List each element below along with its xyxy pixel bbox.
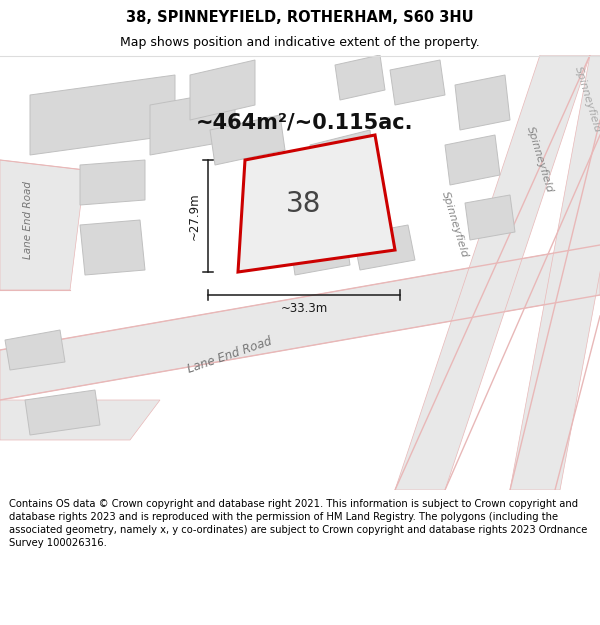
- Polygon shape: [395, 55, 590, 490]
- Polygon shape: [335, 55, 385, 100]
- Polygon shape: [5, 330, 65, 370]
- Text: 38, SPINNEYFIELD, ROTHERHAM, S60 3HU: 38, SPINNEYFIELD, ROTHERHAM, S60 3HU: [126, 10, 474, 25]
- Polygon shape: [465, 195, 515, 240]
- Polygon shape: [0, 400, 160, 440]
- Polygon shape: [0, 160, 85, 290]
- Text: Lane End Road: Lane End Road: [23, 181, 33, 259]
- Polygon shape: [353, 225, 415, 270]
- Text: 38: 38: [286, 190, 321, 218]
- Polygon shape: [25, 390, 100, 435]
- Polygon shape: [190, 60, 255, 120]
- Text: Spinneyfield: Spinneyfield: [440, 191, 470, 259]
- Text: Contains OS data © Crown copyright and database right 2021. This information is : Contains OS data © Crown copyright and d…: [9, 499, 587, 548]
- Polygon shape: [290, 230, 350, 275]
- Text: ~464m²/~0.115ac.: ~464m²/~0.115ac.: [196, 112, 414, 132]
- Polygon shape: [80, 160, 145, 205]
- Polygon shape: [30, 75, 175, 155]
- Polygon shape: [150, 90, 235, 155]
- Polygon shape: [250, 150, 310, 215]
- Text: Spinneyfield: Spinneyfield: [573, 66, 600, 134]
- Text: ~33.3m: ~33.3m: [280, 302, 328, 316]
- Text: ~27.9m: ~27.9m: [187, 192, 200, 240]
- Polygon shape: [390, 60, 445, 105]
- Polygon shape: [210, 115, 285, 165]
- Polygon shape: [310, 130, 375, 190]
- Polygon shape: [445, 135, 500, 185]
- Text: Spinneyfield: Spinneyfield: [525, 126, 555, 194]
- Polygon shape: [510, 55, 600, 490]
- Polygon shape: [238, 135, 395, 272]
- Polygon shape: [80, 220, 145, 275]
- Text: Map shows position and indicative extent of the property.: Map shows position and indicative extent…: [120, 36, 480, 49]
- Text: Lane End Road: Lane End Road: [186, 334, 274, 376]
- Polygon shape: [0, 245, 600, 400]
- Polygon shape: [455, 75, 510, 130]
